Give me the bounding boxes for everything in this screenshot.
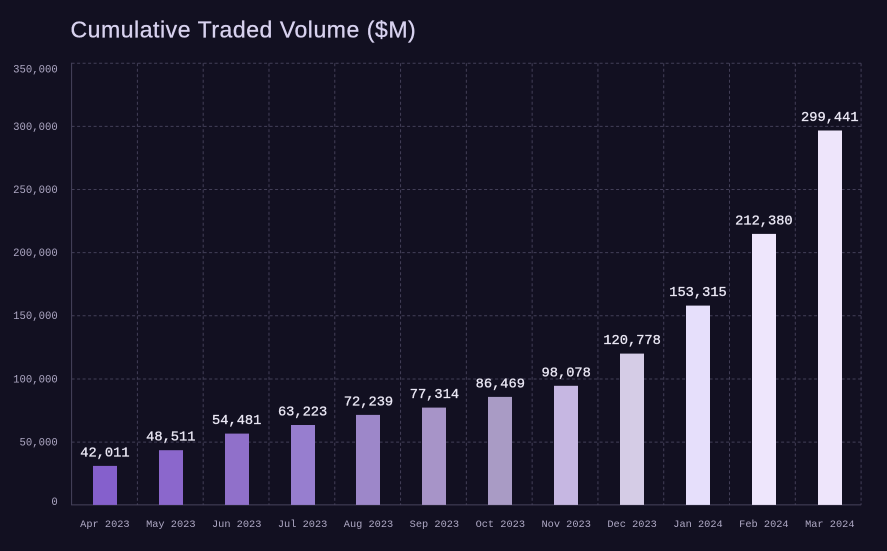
svg-text:Jun 2023: Jun 2023: [212, 519, 261, 531]
svg-text:86,469: 86,469: [476, 377, 525, 392]
svg-text:Aug 2023: Aug 2023: [344, 519, 393, 531]
svg-text:120,778: 120,778: [603, 334, 661, 349]
svg-text:250,000: 250,000: [13, 185, 58, 197]
svg-text:Cumulative Traded Volume ($M): Cumulative Traded Volume ($M): [71, 16, 417, 42]
svg-text:98,078: 98,078: [542, 366, 591, 381]
svg-text:Sep 2023: Sep 2023: [410, 519, 459, 531]
svg-text:0: 0: [51, 497, 57, 509]
svg-text:72,239: 72,239: [344, 395, 393, 410]
svg-text:Feb 2024: Feb 2024: [739, 519, 788, 531]
svg-text:100,000: 100,000: [13, 374, 58, 386]
svg-text:77,314: 77,314: [410, 388, 459, 403]
svg-text:Jan 2024: Jan 2024: [673, 519, 722, 531]
svg-text:Nov 2023: Nov 2023: [541, 519, 590, 531]
svg-text:350,000: 350,000: [13, 64, 58, 76]
svg-text:Jul 2023: Jul 2023: [278, 519, 327, 531]
svg-text:Mar 2024: Mar 2024: [805, 519, 854, 531]
svg-text:150,000: 150,000: [13, 311, 58, 323]
svg-text:299,441: 299,441: [801, 111, 859, 126]
svg-text:200,000: 200,000: [13, 248, 58, 260]
svg-text:May 2023: May 2023: [146, 519, 195, 531]
svg-text:300,000: 300,000: [13, 122, 58, 134]
svg-text:50,000: 50,000: [20, 438, 58, 450]
svg-text:48,511: 48,511: [146, 431, 195, 446]
svg-text:Dec 2023: Dec 2023: [607, 519, 656, 531]
svg-text:Oct 2023: Oct 2023: [476, 519, 525, 531]
svg-text:42,011: 42,011: [80, 446, 129, 461]
svg-text:54,481: 54,481: [212, 414, 261, 429]
svg-text:63,223: 63,223: [278, 406, 327, 421]
svg-text:212,380: 212,380: [735, 214, 793, 229]
svg-text:153,315: 153,315: [669, 286, 727, 301]
svg-text:Apr 2023: Apr 2023: [80, 519, 129, 531]
